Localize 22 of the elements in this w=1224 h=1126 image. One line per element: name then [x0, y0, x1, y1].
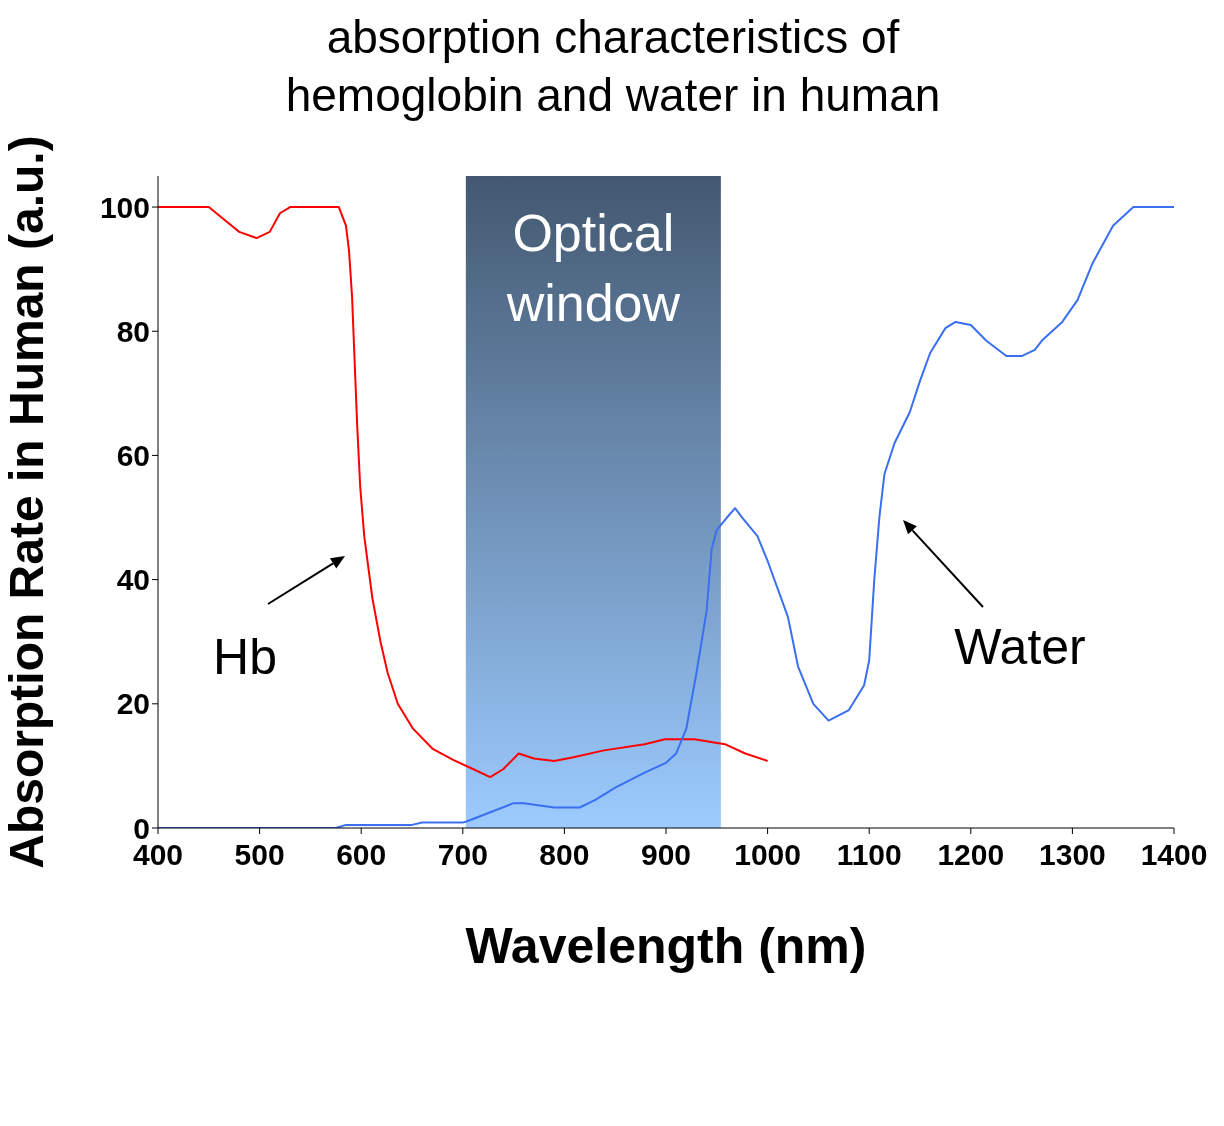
- x-tick-label: 700: [437, 838, 488, 872]
- x-tick-label: 1300: [1039, 838, 1106, 872]
- x-tick-label: 900: [640, 838, 692, 872]
- y-tick-label: 100: [99, 190, 150, 224]
- band-label: Optical window: [505, 204, 681, 332]
- x-tick-label: 1100: [836, 838, 902, 872]
- line-series: [158, 206, 769, 779]
- y-tick-label: 60: [116, 439, 150, 473]
- x-tick-label: 800: [539, 838, 590, 872]
- x-tick-label: 1200: [937, 838, 1005, 872]
- x-axis-title: Wavelength (nm): [465, 918, 867, 974]
- y-axis-title: Absorption Rate in Human (a.u.): [0, 135, 54, 869]
- y-tick-label: 80: [116, 314, 150, 348]
- y-tick-label: 20: [116, 687, 150, 721]
- annotation: Water: [954, 619, 1086, 675]
- x-tick-label: 600: [336, 838, 387, 872]
- x-tick-label: 1400: [1140, 838, 1208, 872]
- x-tick-label: 1000: [734, 838, 801, 872]
- chart-title: absorption characteristics of hemoglobin and water in human: [284, 10, 942, 123]
- x-tick-label: 500: [234, 838, 285, 872]
- annotation: Hb: [213, 629, 277, 685]
- y-tick-label: 40: [116, 563, 150, 597]
